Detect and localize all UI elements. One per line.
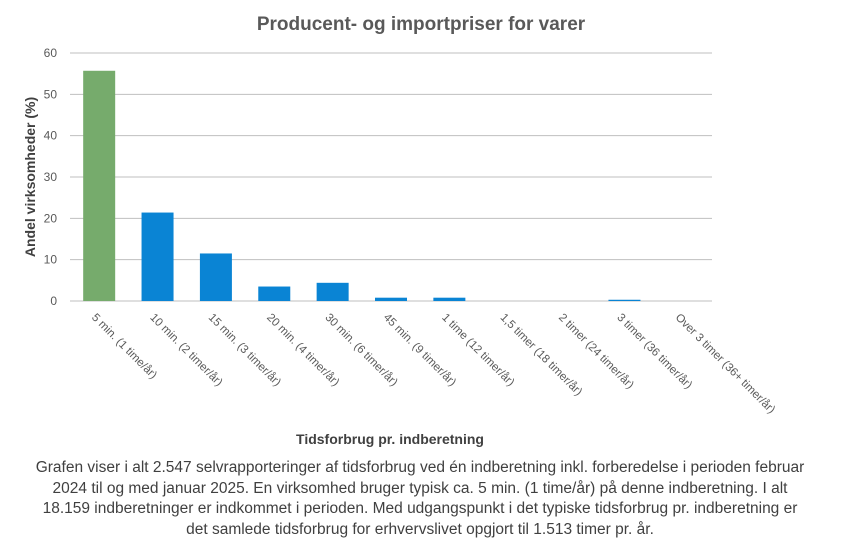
bar bbox=[83, 70, 116, 301]
y-tick-label: 50 bbox=[44, 87, 58, 101]
bar bbox=[316, 282, 349, 301]
bar bbox=[608, 299, 641, 301]
y-axis-label: Andel virksomheder (%) bbox=[22, 97, 38, 257]
chart-title: Producent- og importpriser for varer bbox=[256, 14, 586, 35]
x-axis-ticks: 5 min. (1 time/år)10 min. (2 timer/år)15… bbox=[89, 312, 777, 417]
y-tick-label: 60 bbox=[44, 46, 58, 60]
y-tick-label: 40 bbox=[44, 129, 58, 143]
x-tick-label: Over 3 timer (36+ timer/år) bbox=[673, 312, 778, 417]
bar bbox=[433, 297, 466, 301]
bar bbox=[375, 297, 407, 301]
y-tick-label: 10 bbox=[44, 253, 58, 267]
bar-chart: 0 10 20 30 40 50 60 5 min. (1 time/år)10 min. … bbox=[22, 46, 777, 417]
x-tick-label: 5 min. (1 time/år) bbox=[89, 312, 159, 382]
y-tick-label: 0 bbox=[50, 294, 57, 308]
bars bbox=[83, 70, 641, 301]
y-tick-label: 20 bbox=[44, 211, 58, 225]
bar bbox=[199, 253, 232, 301]
x-axis-label: Tidsforbrug pr. indberetning bbox=[296, 431, 484, 447]
y-tick-label: 30 bbox=[44, 170, 58, 184]
y-axis-ticks: 0 10 20 30 40 50 60 bbox=[44, 46, 58, 308]
chart-caption: Grafen viser i alt 2.547 selvrapporterin… bbox=[35, 459, 805, 538]
bar bbox=[258, 286, 291, 301]
bar bbox=[141, 212, 174, 301]
